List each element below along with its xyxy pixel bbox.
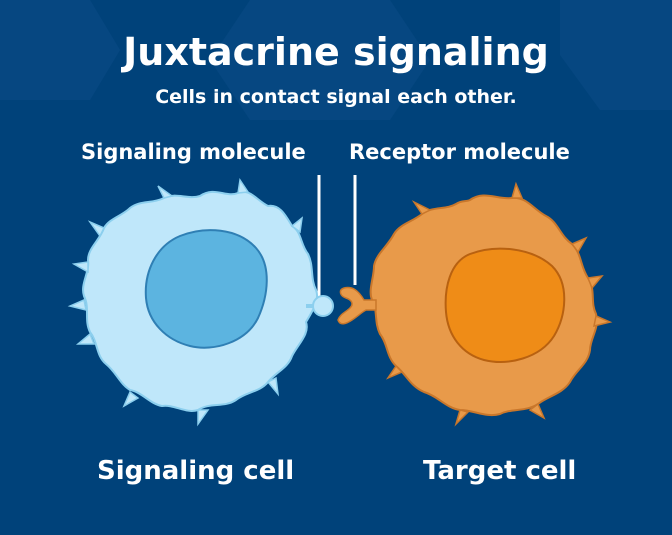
receptor-molecule (337, 286, 377, 325)
signaling-cell-label: Signaling cell (97, 456, 295, 486)
diagram-title: Juxtacrine signaling (123, 30, 549, 74)
signaling-cell (67, 177, 318, 427)
signaling-molecule (312, 295, 334, 317)
diagram-subtitle: Cells in contact signal each other. (155, 86, 517, 108)
background-hexagon-pattern (0, 0, 672, 120)
target-cell-nucleus (444, 247, 566, 363)
signaling-molecule-label: Signaling molecule (81, 140, 306, 164)
target-cell-label: Target cell (423, 456, 577, 486)
target-cell (369, 181, 613, 427)
target-cell-protrusions (385, 181, 613, 427)
receptor-molecule-label: Receptor molecule (349, 140, 570, 164)
signaling-cell-protrusions (67, 177, 304, 427)
signaling-cell-nucleus (144, 229, 268, 349)
